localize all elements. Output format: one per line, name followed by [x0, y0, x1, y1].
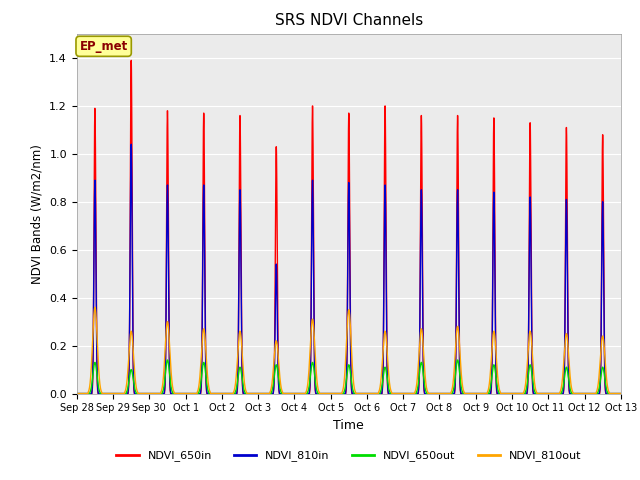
NDVI_650in	[202, 383, 210, 388]
NDVI_650in	[205, 391, 212, 396]
NDVI_810out	[617, 391, 625, 396]
NDVI_650out	[205, 391, 212, 396]
NDVI_810in	[127, 142, 135, 147]
NDVI_650in	[200, 149, 207, 155]
Line: NDVI_650out: NDVI_650out	[77, 360, 621, 394]
NDVI_810in	[73, 391, 81, 396]
NDVI_810in	[612, 391, 620, 396]
NDVI_810in	[617, 391, 625, 396]
NDVI_810out	[317, 391, 324, 396]
NDVI_650out	[164, 357, 172, 363]
NDVI_650out	[202, 376, 210, 382]
NDVI_810out	[73, 391, 81, 396]
NDVI_810out	[202, 352, 210, 358]
NDVI_810out	[205, 385, 212, 391]
Text: EP_met: EP_met	[79, 40, 128, 53]
NDVI_650out	[73, 391, 81, 396]
NDVI_650in	[73, 391, 81, 396]
NDVI_650out	[617, 391, 625, 396]
NDVI_650in	[617, 391, 625, 396]
X-axis label: Time: Time	[333, 419, 364, 432]
NDVI_810out	[278, 388, 286, 394]
NDVI_810out	[91, 304, 99, 310]
NDVI_810out	[612, 391, 620, 396]
Legend: NDVI_650in, NDVI_810in, NDVI_650out, NDVI_810out: NDVI_650in, NDVI_810in, NDVI_650out, NDV…	[112, 446, 586, 466]
Title: SRS NDVI Channels: SRS NDVI Channels	[275, 13, 423, 28]
Line: NDVI_650in: NDVI_650in	[77, 60, 621, 394]
Line: NDVI_810in: NDVI_810in	[77, 144, 621, 394]
NDVI_810in	[278, 391, 286, 396]
NDVI_650out	[278, 391, 286, 396]
Y-axis label: NDVI Bands (W/m2/nm): NDVI Bands (W/m2/nm)	[31, 144, 44, 284]
Line: NDVI_810out: NDVI_810out	[77, 307, 621, 394]
NDVI_810in	[317, 391, 324, 396]
NDVI_650in	[278, 391, 286, 396]
NDVI_810in	[200, 206, 207, 212]
NDVI_650out	[200, 360, 207, 366]
NDVI_650in	[612, 391, 620, 396]
NDVI_650in	[317, 391, 324, 396]
NDVI_650out	[317, 391, 324, 396]
NDVI_810in	[205, 391, 212, 396]
NDVI_650in	[127, 58, 135, 63]
NDVI_650out	[612, 391, 620, 396]
NDVI_810out	[200, 327, 207, 333]
NDVI_810in	[202, 378, 210, 384]
